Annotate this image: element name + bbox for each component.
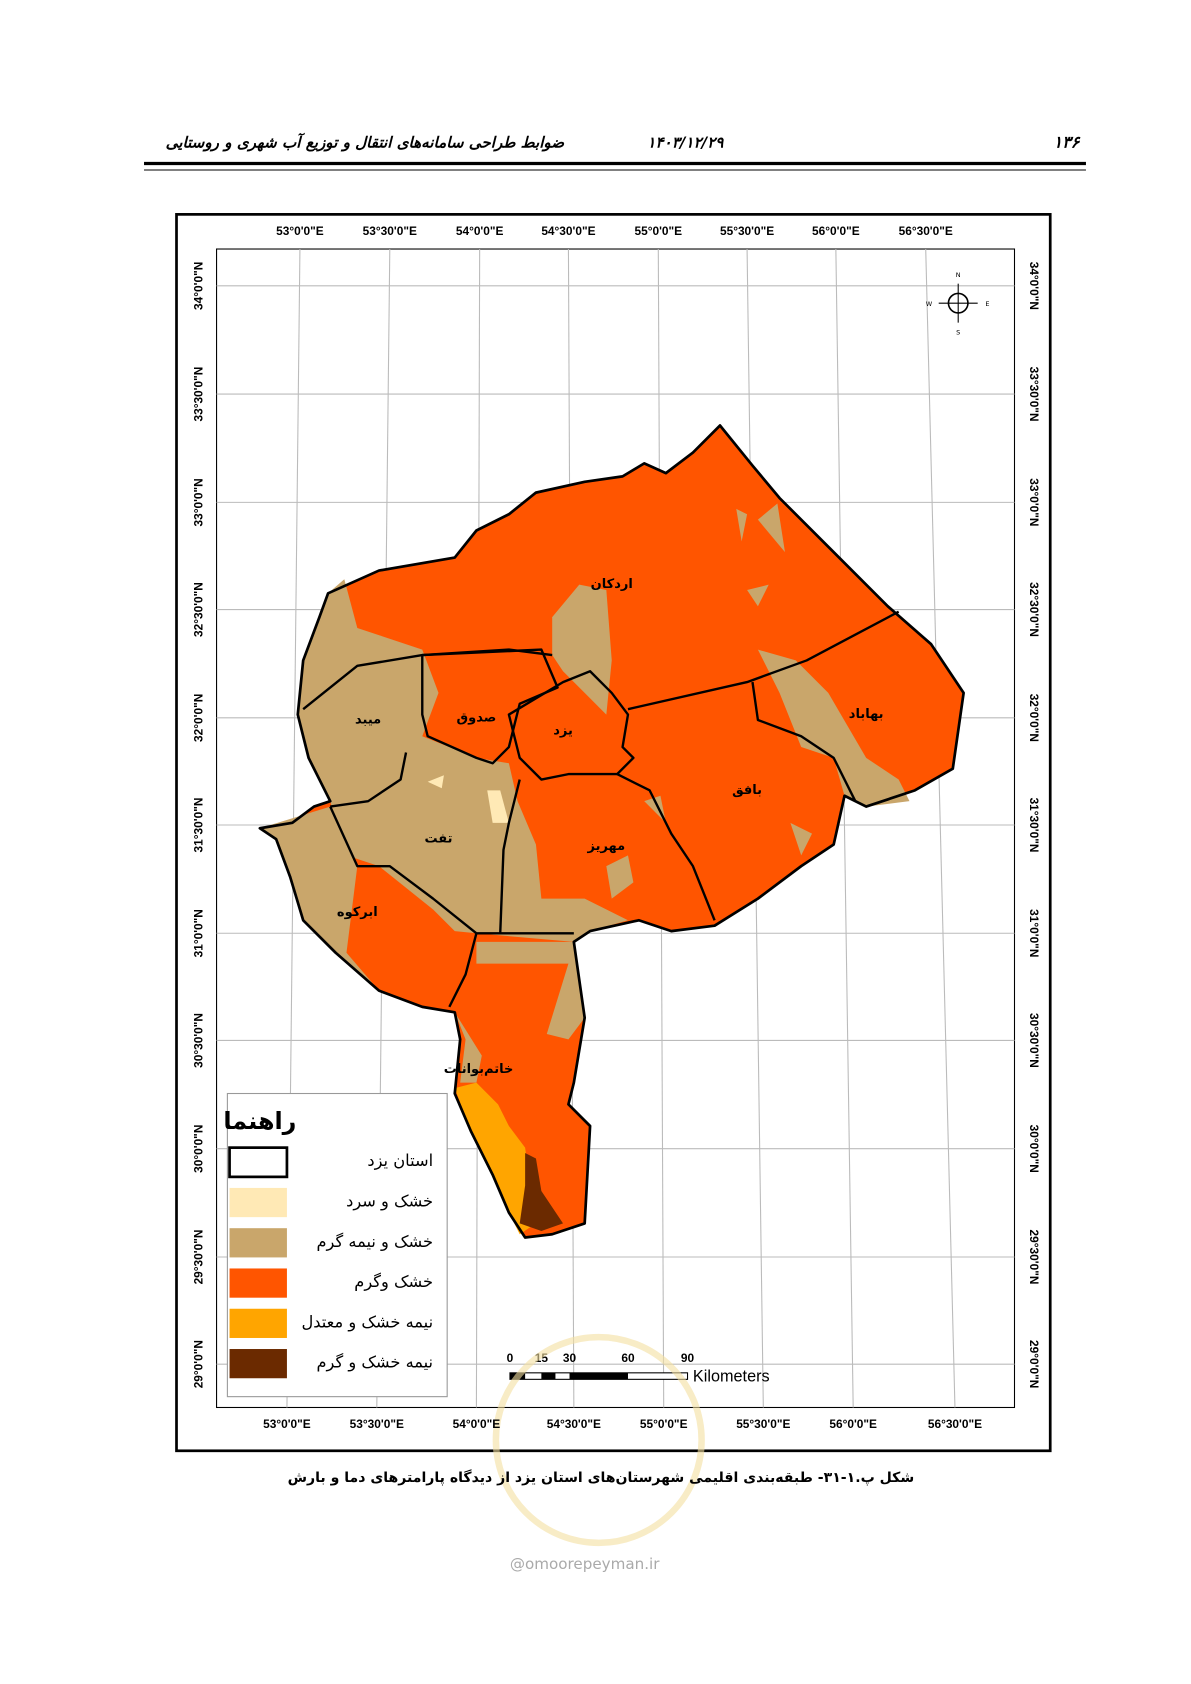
district-label: تفت: [425, 832, 453, 847]
scale-tick: 30: [563, 1351, 577, 1365]
lat-label: 31°0'0"N: [191, 909, 205, 957]
map-frame: [175, 213, 1052, 1453]
lat-label: 33°0'0"N: [191, 478, 205, 526]
date: ۱۴۰۳/۱۲/۲۹: [647, 133, 724, 151]
scale-tick: 0: [507, 1351, 514, 1365]
legend-label: نیمه خشک و معتدل: [301, 1312, 433, 1332]
compass-letter: W: [926, 300, 933, 308]
lon-label: 56°0'0"E: [812, 224, 860, 238]
lat-label: 30°30'0"N: [1027, 1013, 1041, 1068]
lon-label: 55°30'0"E: [720, 224, 774, 238]
watermark: @omoorepeyman.ir: [510, 1555, 660, 1573]
page-number: ۱۳۶: [1053, 132, 1080, 151]
compass-letter: S: [956, 328, 960, 336]
district-label: مهریز: [586, 839, 625, 854]
lat-label: 34°0'0"N: [191, 262, 205, 310]
lat-label: 32°30'0"N: [191, 582, 205, 637]
scale-tick: 90: [681, 1351, 695, 1365]
lat-label: 30°0'0"N: [191, 1125, 205, 1173]
scale-tick: 60: [621, 1351, 635, 1365]
district-label: اردکان: [591, 577, 633, 592]
lon-label: 55°30'0"E: [736, 1417, 790, 1431]
lon-label: 54°0'0"E: [456, 224, 504, 238]
lon-label: 53°30'0"E: [363, 224, 417, 238]
legend-swatch: [228, 1146, 289, 1179]
meridian: [835, 249, 854, 1408]
lat-label: 32°0'0"N: [1027, 694, 1041, 742]
region-mild: [454, 1082, 536, 1235]
legend-swatch: [229, 1308, 287, 1338]
lat-label: 30°0'0"N: [1027, 1125, 1041, 1173]
lat-label: 31°30'0"N: [191, 798, 205, 853]
legend-title: راهنما: [223, 1107, 296, 1135]
scale-bar-segment: [569, 1372, 628, 1380]
lat-label: 33°30'0"N: [191, 367, 205, 422]
lat-label: 31°0'0"N: [1027, 909, 1041, 957]
lat-label: 33°30'0"N: [1027, 367, 1041, 422]
province-outline: [258, 424, 965, 1239]
legend-label: نیمه خشک و گرم: [316, 1353, 433, 1373]
province: [258, 424, 965, 1239]
lat-label: 34°0'0"N: [1027, 262, 1041, 310]
district-label: خاتم‌بوانات: [444, 1062, 514, 1077]
region-semiwarm: [259, 503, 910, 1083]
lat-label: 30°30'0"N: [191, 1013, 205, 1068]
lon-label: 56°30'0"E: [928, 1417, 982, 1431]
legend-label: استان یزد: [367, 1151, 433, 1171]
lon-label: 55°0'0"E: [634, 224, 682, 238]
lat-label: 32°30'0"N: [1027, 582, 1041, 637]
legend-swatch: [229, 1228, 287, 1258]
scale-unit: Kilometers: [693, 1367, 770, 1385]
district-label: صدوق: [457, 710, 497, 725]
legend-swatch: [229, 1268, 287, 1298]
district-label: بهاباد: [849, 707, 884, 722]
scale-bar-segment: [541, 1372, 556, 1380]
lon-label: 54°30'0"E: [541, 224, 595, 238]
compass-letter: N: [956, 271, 961, 279]
map-inner-frame: [216, 248, 1016, 1409]
district-label: یزد: [553, 723, 573, 738]
header-title: ضوابط طراحی سامانه‌های انتقال و توزیع آب…: [166, 132, 566, 152]
legend-label: خشک و سرد: [346, 1191, 433, 1211]
legend-label: خشک و نیمه گرم: [316, 1232, 433, 1252]
region-cold: [427, 775, 509, 823]
district-label: بافق: [732, 783, 762, 798]
district-label: میبد: [355, 712, 381, 727]
lat-label: 32°0'0"N: [191, 694, 205, 742]
district-boundaries: [302, 610, 900, 1008]
legend-label: خشک وگرم: [354, 1272, 433, 1292]
lat-label: 33°0'0"N: [1027, 478, 1041, 526]
district-label: ابرکوه: [337, 905, 378, 920]
lon-label: 56°30'0"E: [899, 224, 953, 238]
district-labels: اردکان میبد صدوق یزد بهاباد بافق تفت مهریز ابرکو…: [337, 577, 884, 1077]
region-hot: [259, 425, 964, 1238]
caption: شکل پ.۱-۳۱- طبقه‌بندی اقلیمی شهرستان‌های…: [288, 1469, 915, 1486]
lon-label: 54°0'0"E: [453, 1417, 501, 1431]
region-semiarid-hot: [519, 1153, 564, 1232]
legend-swatch: [229, 1187, 287, 1218]
lon-label: 54°30'0"E: [547, 1417, 601, 1431]
lon-label: 56°0'0"E: [829, 1417, 877, 1431]
watermark-logo: [492, 1333, 705, 1547]
lon-label: 53°0'0"E: [263, 1417, 311, 1431]
lat-label: 29°0'0"N: [1027, 1340, 1041, 1388]
meridian: [925, 249, 956, 1408]
lon-label: 55°0'0"E: [640, 1417, 688, 1431]
legend-swatch: [229, 1349, 287, 1379]
legend-items: استان یزد خشک و سرد خشک و نیمه گرم خشک وگرم…: [228, 1146, 433, 1379]
lon-label: 53°30'0"E: [350, 1417, 404, 1431]
lat-label: 29°30'0"N: [191, 1230, 205, 1285]
lon-label: 53°0'0"E: [276, 224, 324, 238]
lat-label: 31°30'0"N: [1027, 798, 1041, 853]
lat-label: 29°30'0"N: [1027, 1230, 1041, 1285]
compass-letter: E: [985, 300, 989, 308]
compass: [938, 283, 978, 323]
lat-label: 29°0'0"N: [191, 1340, 205, 1388]
